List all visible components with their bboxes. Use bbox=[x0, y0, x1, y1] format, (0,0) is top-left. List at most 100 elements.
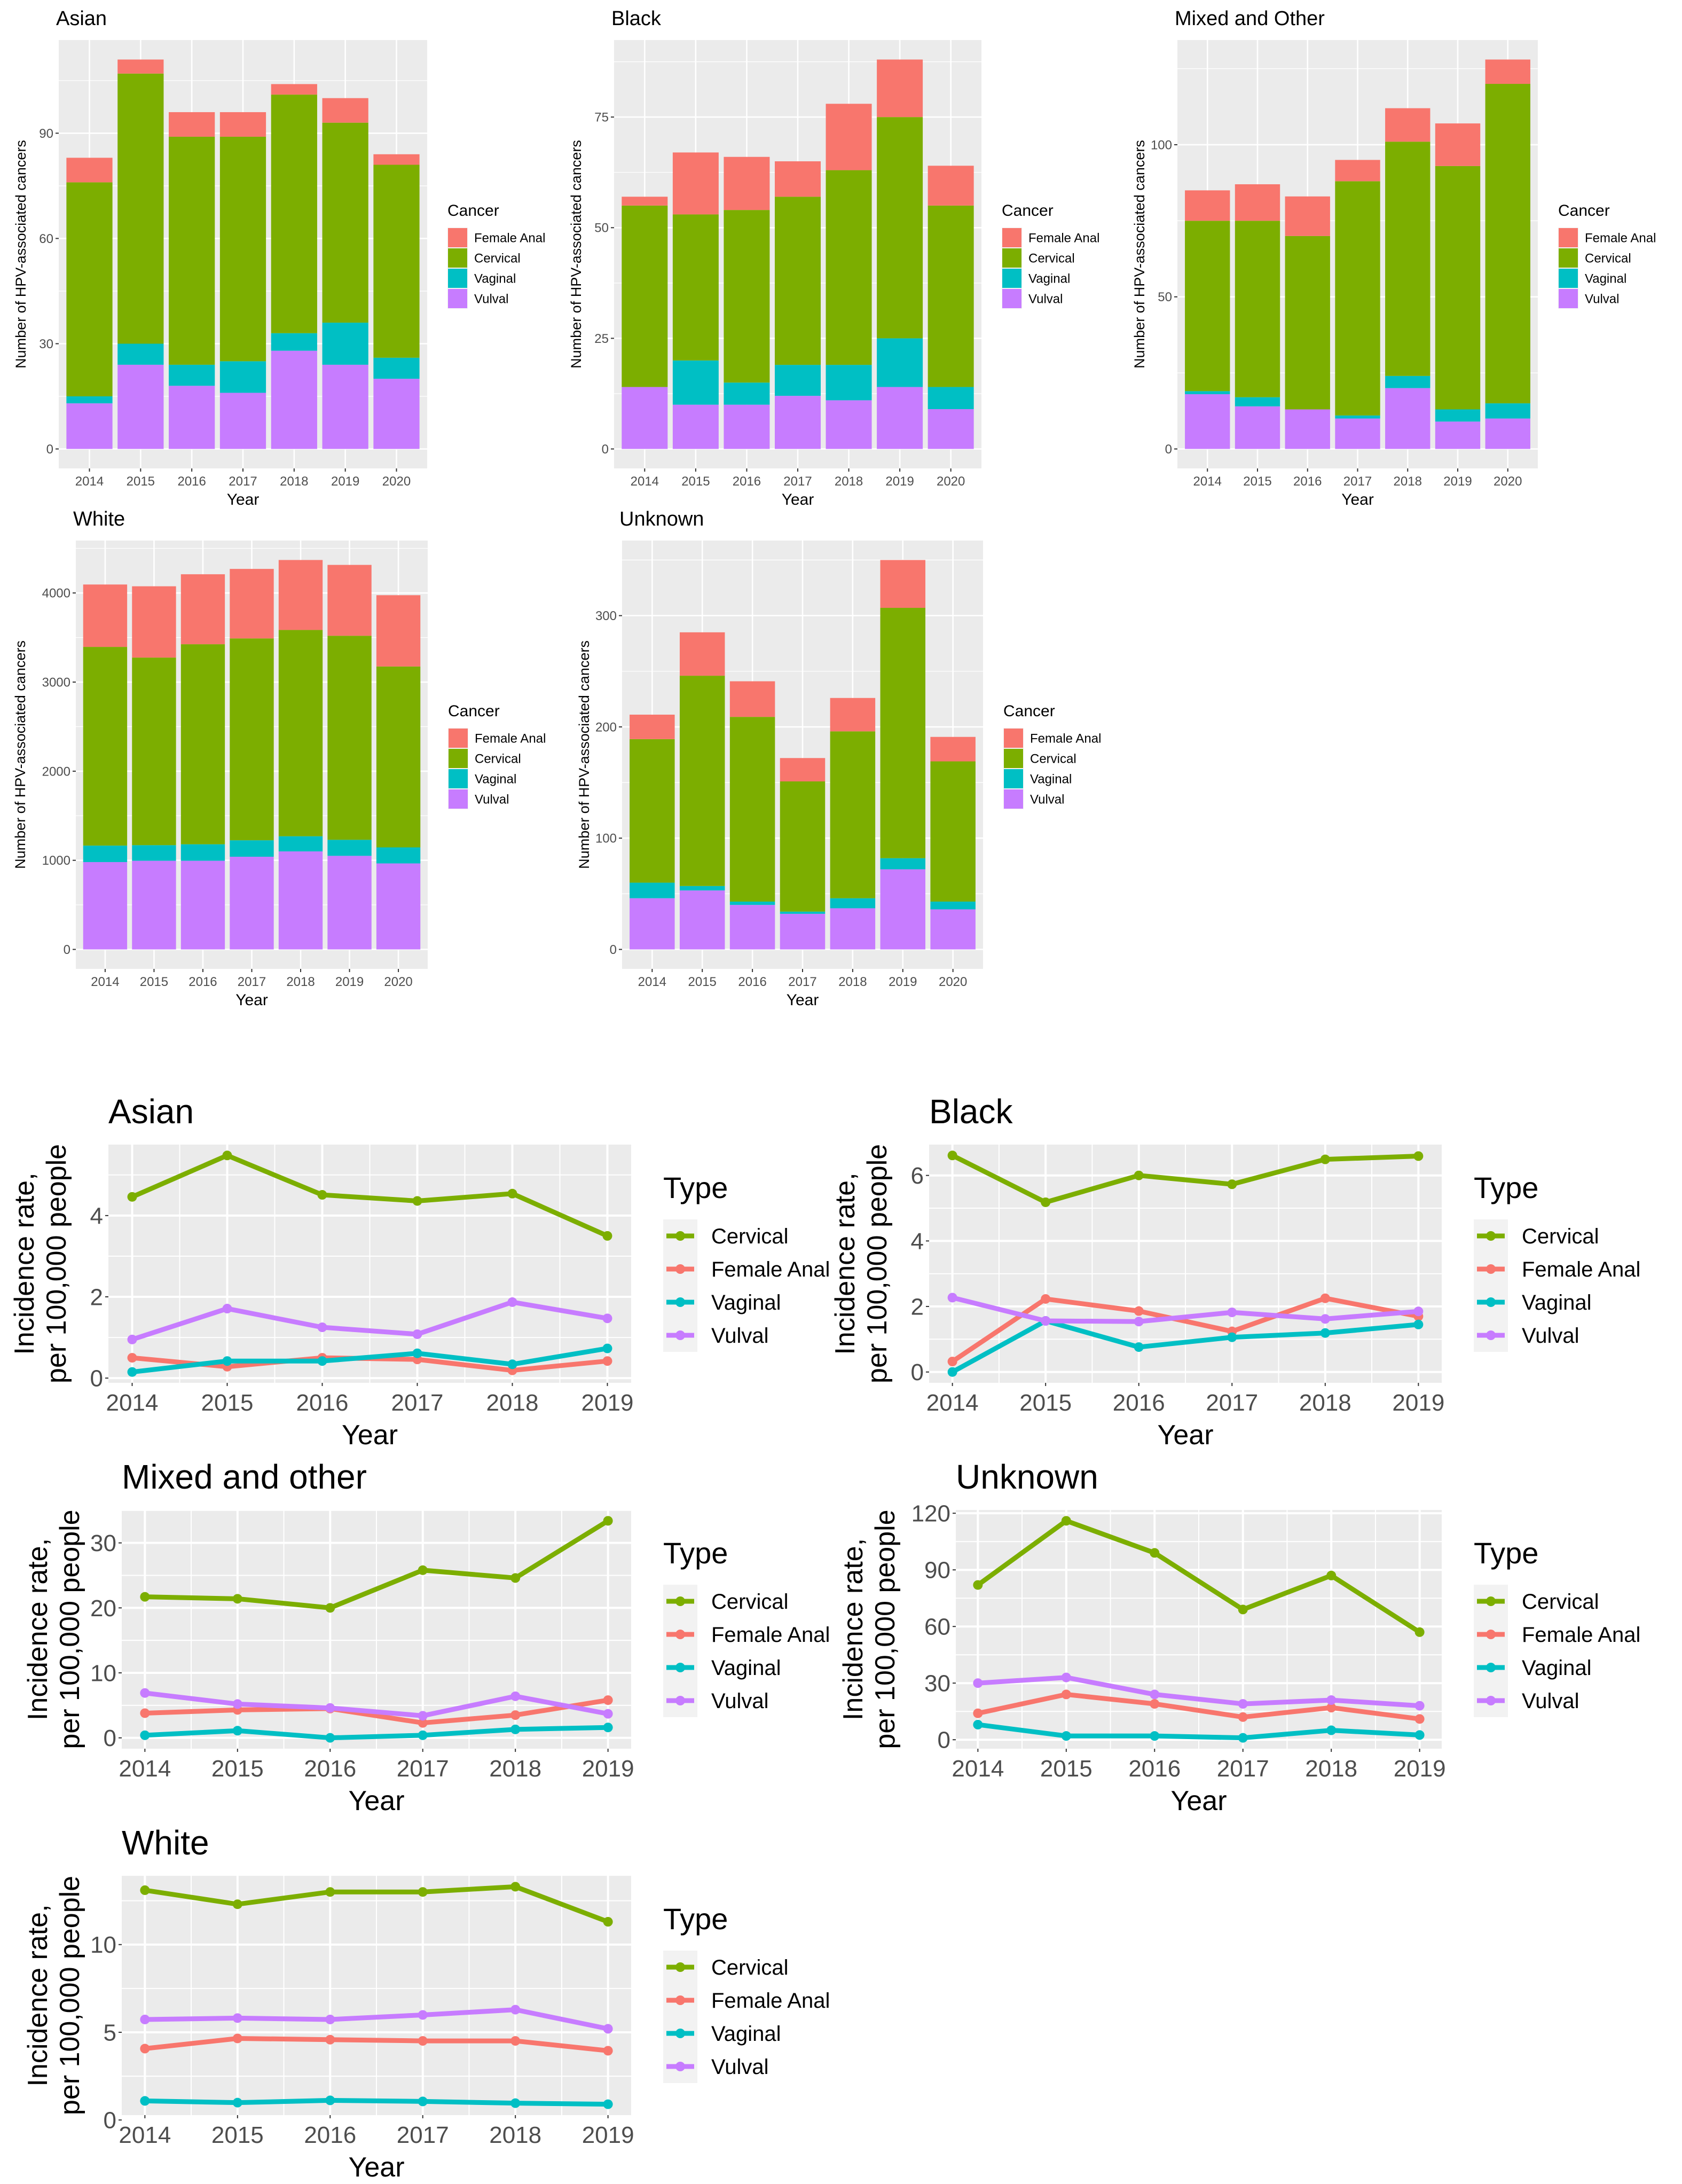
x-tick-label: 2017 bbox=[391, 1390, 444, 1416]
bar-vaginal bbox=[630, 882, 675, 898]
bar-vulval bbox=[376, 863, 421, 950]
legend-title: Type bbox=[663, 1902, 728, 1936]
point-vulval bbox=[140, 1688, 150, 1698]
x-tick-label: 2014 bbox=[952, 1756, 1004, 1782]
bar-cervical bbox=[830, 731, 876, 898]
bar-vaginal bbox=[271, 333, 317, 351]
x-tick-label: 2016 bbox=[304, 1756, 356, 1782]
point-vaginal bbox=[1414, 1730, 1425, 1740]
x-tick-label: 2014 bbox=[119, 2122, 171, 2148]
bar-vulval bbox=[1185, 394, 1230, 449]
point-cervical bbox=[1061, 1516, 1071, 1526]
x-tick-label: 2017 bbox=[783, 474, 812, 489]
bar-female-anal bbox=[775, 161, 821, 197]
point-vaginal bbox=[947, 1367, 957, 1377]
legend: Cancer Female Anal Cervical Vaginal Vulval bbox=[1003, 702, 1101, 809]
y-tick-label: 0 bbox=[911, 1359, 924, 1385]
x-tick-label: 2015 bbox=[1019, 1390, 1072, 1416]
point-vaginal bbox=[1134, 1342, 1144, 1352]
point-female-anal bbox=[140, 1708, 150, 1718]
x-tick-label: 2015 bbox=[211, 2122, 264, 2148]
point-vulval bbox=[222, 1304, 232, 1314]
line-cervical bbox=[131, 1153, 609, 1239]
point-female-anal bbox=[232, 2033, 242, 2044]
bar-cervical bbox=[376, 666, 421, 848]
line-vulval bbox=[978, 1675, 1420, 1709]
x-tick-label: 2018 bbox=[1394, 474, 1422, 489]
legend-swatch bbox=[1559, 228, 1578, 247]
bar-vulval bbox=[322, 364, 368, 449]
x-tick-label: 2015 bbox=[1040, 1756, 1092, 1782]
bar-vulval bbox=[1385, 388, 1431, 449]
point-female-anal bbox=[947, 1357, 957, 1367]
bar-vaginal bbox=[830, 898, 876, 909]
point-vaginal bbox=[325, 2095, 335, 2105]
legend-label: Cervical bbox=[474, 251, 521, 265]
legend-title: Cancer bbox=[1002, 202, 1054, 220]
legend-point-swatch bbox=[675, 1630, 685, 1639]
x-axis-title: Year bbox=[348, 2152, 404, 2183]
bar-vulval bbox=[230, 857, 274, 950]
bar-female-anal bbox=[877, 59, 923, 118]
bar-vaginal bbox=[132, 845, 176, 861]
point-female-anal bbox=[1414, 1714, 1425, 1724]
y-tick-label: 90 bbox=[39, 127, 53, 141]
point-vulval bbox=[1227, 1308, 1237, 1318]
legend-title: Type bbox=[663, 1171, 728, 1204]
x-tick-label: 2014 bbox=[75, 474, 104, 489]
y-axis-title-line2: per 100,000 people bbox=[41, 1144, 72, 1383]
legend-swatch bbox=[449, 769, 468, 788]
x-tick-label: 2016 bbox=[296, 1390, 349, 1416]
legend-label: Vulval bbox=[1028, 292, 1063, 306]
legend: Cancer Female Anal Cervical Vaginal Vulval bbox=[1002, 202, 1099, 309]
bar-female-anal bbox=[1435, 123, 1481, 166]
bar-vaginal bbox=[83, 846, 128, 863]
x-tick-label: 2018 bbox=[489, 2122, 541, 2148]
bar-vaginal bbox=[928, 387, 974, 409]
point-cervical bbox=[317, 1190, 327, 1200]
line-female-anal bbox=[977, 1692, 1420, 1721]
x-tick-label: 2017 bbox=[1217, 1756, 1269, 1782]
x-tick-label: 2019 bbox=[889, 975, 917, 989]
y-tick-label: 10 bbox=[90, 1932, 116, 1958]
line-vaginal bbox=[145, 1725, 608, 1741]
point-female-anal bbox=[1150, 1699, 1160, 1709]
bar-vaginal bbox=[1485, 403, 1530, 419]
legend-label: Female Anal bbox=[711, 1623, 830, 1647]
point-cervical bbox=[603, 1917, 613, 1927]
legend-label: Female Anal bbox=[711, 1989, 830, 2013]
point-vulval bbox=[412, 1329, 422, 1339]
legend-point-swatch bbox=[1486, 1297, 1496, 1307]
point-female-anal bbox=[510, 2036, 521, 2046]
bar-female-anal bbox=[327, 565, 372, 636]
point-vulval bbox=[232, 2013, 242, 2023]
point-cervical bbox=[418, 1565, 428, 1575]
legend-swatch bbox=[448, 289, 467, 308]
legend-label: Vaginal bbox=[1522, 1656, 1591, 1680]
x-tick-label: 2014 bbox=[638, 975, 666, 989]
bar-cervical bbox=[775, 197, 821, 365]
bar-cervical bbox=[66, 182, 113, 397]
x-tick-label: 2014 bbox=[106, 1390, 159, 1416]
x-axis-title: Year bbox=[1157, 1420, 1213, 1451]
x-tick-label: 2016 bbox=[1128, 1756, 1181, 1782]
bar-cervical bbox=[930, 761, 976, 902]
point-cervical bbox=[418, 1887, 428, 1897]
line-vulval bbox=[145, 2007, 609, 2031]
y-tick-label: 10 bbox=[90, 1660, 116, 1686]
bar-cervical bbox=[826, 170, 872, 365]
bar-female-anal bbox=[373, 154, 420, 165]
bar-vaginal bbox=[679, 886, 725, 891]
legend-swatch bbox=[1002, 289, 1021, 308]
bar-cervical bbox=[117, 73, 164, 344]
bar-vulval bbox=[180, 860, 225, 950]
y-tick-label: 50 bbox=[1158, 290, 1172, 304]
y-axis-title-line1: Incidence rate, bbox=[9, 1172, 40, 1355]
bar-female-anal bbox=[622, 197, 668, 206]
bar-vulval bbox=[877, 387, 923, 449]
chart-panel-7: 0 10 20 30 2014 2015 2016 2017 2018 2019 Mixed and… bbox=[22, 1458, 830, 1817]
point-female-anal bbox=[418, 2036, 428, 2046]
x-tick-label: 2020 bbox=[384, 975, 412, 989]
y-axis-title-line2: per 100,000 people bbox=[54, 1509, 85, 1749]
legend-swatch bbox=[448, 228, 467, 247]
